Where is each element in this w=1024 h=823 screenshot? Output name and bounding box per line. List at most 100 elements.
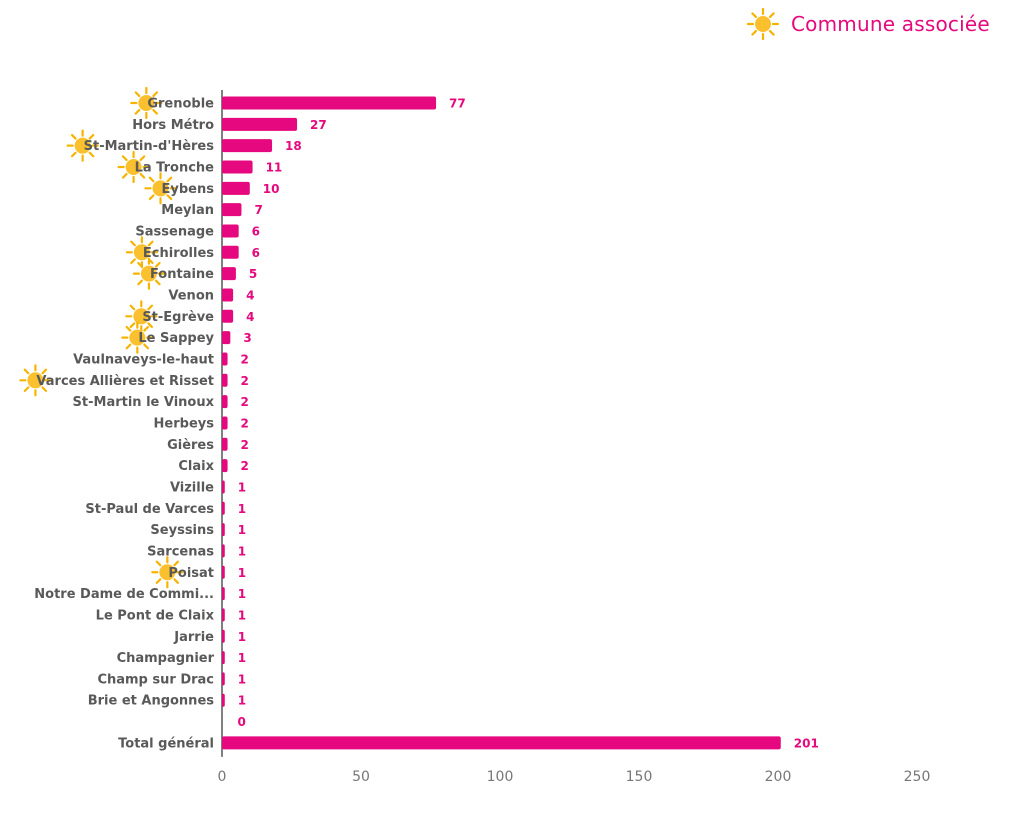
category-label: Notre Dame de Commi... [34,587,214,602]
bar [222,608,225,622]
bar [222,139,273,153]
category-label: Poisat [168,566,214,581]
sun-icon [66,129,99,162]
data-label: 6 [252,246,260,260]
category-label: Sassenage [135,224,214,239]
sun-icon [130,86,163,120]
data-label: 2 [241,416,249,430]
sun-icon [121,321,154,354]
category-label: Varces Allières et Risset [36,374,214,389]
data-label: 1 [238,502,246,516]
data-label: 5 [249,267,257,281]
data-label: 2 [241,459,249,473]
category-label: Jarrie [173,630,214,645]
data-label: 2 [241,374,249,388]
category-label: St-Egrève [142,310,214,325]
category-label: Eybens [162,182,215,197]
data-label: 1 [238,480,246,494]
data-label: 6 [252,224,260,238]
bar [222,245,239,259]
category-label: Brie et Angonnes [88,694,215,709]
bar [222,331,231,345]
bar [222,544,225,558]
sun-icon [19,364,52,397]
bar [222,309,234,323]
bar [222,96,437,110]
category-label: Grenoble [147,97,214,112]
x-tick-label: 0 [218,769,227,785]
category-label: Vizille [170,480,214,495]
sun-icon [746,7,780,41]
data-label: 27 [310,118,327,132]
data-label: 1 [238,587,246,601]
x-tick-label: 250 [904,769,931,785]
data-label: 18 [285,139,302,153]
bar [222,672,225,686]
bar [222,587,225,601]
data-label: 2 [241,438,249,452]
category-label: Echirolles [143,246,214,261]
x-tick-label: 150 [626,769,653,785]
category-label: Le Sappey [138,331,214,346]
bar [222,736,781,750]
legend: Commune associée [745,6,990,42]
data-label: 3 [243,331,251,345]
bar [222,651,225,665]
bar [222,565,225,579]
category-label: Sarcenas [147,544,214,559]
bar [222,352,228,366]
category-label: Gières [167,438,214,453]
legend-label: Commune associée [791,12,990,36]
bar [222,693,225,707]
sun-icon [117,150,150,184]
category-label: Claix [178,459,214,474]
category-label: Total général [118,736,214,751]
sun-icon [132,257,166,290]
bar [222,224,239,238]
data-label: 201 [794,736,819,750]
data-label: 1 [238,608,246,622]
data-label: 11 [266,160,283,174]
bar [222,267,236,281]
category-label: Seyssins [150,523,214,538]
bar [222,181,250,195]
category-label: La Tronche [135,160,215,175]
data-label: 0 [238,715,246,729]
bar [222,480,225,494]
category-label: St-Paul de Varces [85,502,214,517]
category-label: St-Martin-d'Hères [84,139,215,154]
bar [222,160,253,174]
category-label: St-Martin le Vinoux [73,395,215,410]
data-label: 1 [238,694,246,708]
sun-icon [151,556,184,589]
bar [222,395,228,409]
data-label: 7 [254,203,262,217]
data-label: 2 [241,395,249,409]
data-label: 10 [263,182,280,196]
category-label: Venon [168,288,214,303]
data-label: 1 [238,672,246,686]
sun-icon [144,172,177,205]
category-label: Le Pont de Claix [96,608,215,623]
data-label: 2 [241,352,249,366]
bar [222,416,228,430]
data-label: 4 [246,310,254,324]
category-label: Champ sur Drac [97,672,214,687]
data-label: 4 [246,288,254,302]
category-label: Meylan [161,203,214,218]
data-label: 77 [449,97,466,111]
bar [222,437,228,451]
bar [222,288,234,302]
data-label: 1 [238,651,246,665]
category-label: Fontaine [150,267,214,282]
bar [222,501,225,515]
bar [222,203,242,217]
data-label: 1 [238,630,246,644]
data-label: 1 [238,523,246,537]
category-label: Herbeys [154,416,215,431]
x-tick-label: 200 [765,769,792,785]
sun-icon [125,300,158,333]
x-tick-label: 100 [487,769,514,785]
category-label: Champagnier [117,651,215,666]
